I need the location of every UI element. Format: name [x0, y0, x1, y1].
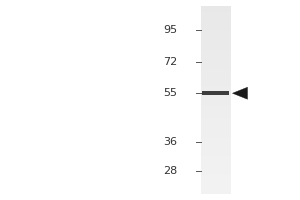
Bar [201, 25, 231, 31]
Bar [201, 50, 231, 56]
Bar [201, 125, 231, 131]
Bar [201, 6, 231, 12]
Bar [201, 69, 231, 75]
Bar [201, 106, 231, 113]
Bar [202, 91, 230, 95]
Bar [201, 144, 231, 150]
Text: 28: 28 [163, 166, 177, 176]
Bar [201, 131, 231, 138]
Bar [201, 156, 231, 163]
Bar [201, 94, 231, 100]
Bar [201, 150, 231, 156]
Bar [201, 37, 231, 44]
Bar [201, 31, 231, 37]
Bar [201, 19, 231, 25]
Text: 95: 95 [163, 25, 177, 35]
Bar [201, 138, 231, 144]
Bar [201, 163, 231, 169]
Bar [201, 188, 231, 194]
Text: 36: 36 [163, 137, 177, 147]
Bar [201, 81, 231, 87]
Text: 72: 72 [163, 57, 177, 67]
Text: 55: 55 [163, 88, 177, 98]
Bar [201, 6, 231, 194]
Bar [201, 87, 231, 94]
Bar [201, 113, 231, 119]
Bar [201, 62, 231, 69]
Bar [201, 44, 231, 50]
Bar [201, 175, 231, 181]
Polygon shape [232, 87, 247, 99]
Bar [201, 119, 231, 125]
Bar [201, 169, 231, 175]
Bar [201, 12, 231, 19]
Bar [201, 100, 231, 106]
Bar [201, 56, 231, 62]
Bar [201, 181, 231, 188]
Bar [201, 75, 231, 81]
